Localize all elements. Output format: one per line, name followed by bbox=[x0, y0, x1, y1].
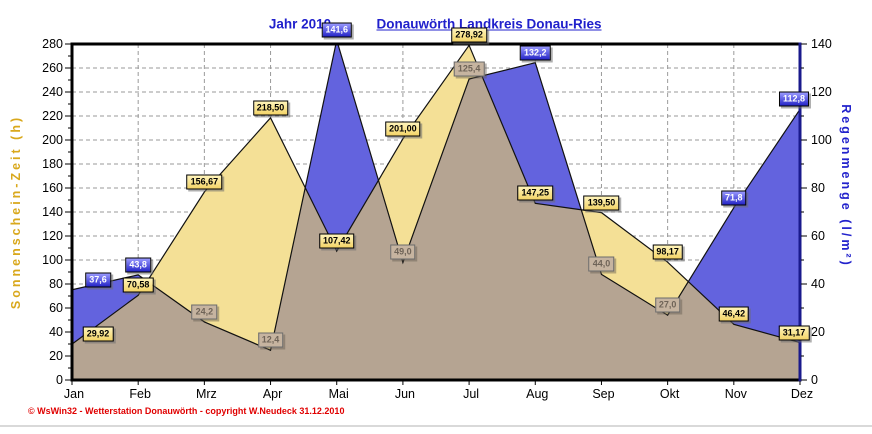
sunshine-value-label: 70,58 bbox=[122, 277, 154, 293]
rain-value-label: 132,2 bbox=[520, 45, 551, 61]
right-tick-label: 40 bbox=[811, 277, 825, 291]
rain-value-label: 141,6 bbox=[321, 22, 352, 38]
window-bottom-edge bbox=[0, 425, 872, 427]
left-tick-label: 280 bbox=[42, 37, 63, 51]
left-tick-label: 20 bbox=[49, 349, 63, 363]
left-tick-label: 240 bbox=[42, 85, 63, 99]
month-label: Jul bbox=[463, 387, 479, 401]
right-tick-label: 20 bbox=[811, 325, 825, 339]
month-label: Jan bbox=[64, 387, 84, 401]
right-tick-label: 140 bbox=[811, 37, 832, 51]
rain-value-label: 112,8 bbox=[778, 91, 810, 107]
rain-value-label: 125,4 bbox=[453, 61, 485, 77]
rain-value-label: 37,6 bbox=[85, 272, 111, 288]
right-tick-label: 0 bbox=[811, 373, 818, 387]
left-tick-label: 100 bbox=[42, 253, 63, 267]
tick-marks bbox=[65, 43, 807, 385]
sunshine-value-label: 29,92 bbox=[82, 326, 114, 342]
left-tick-label: 80 bbox=[49, 277, 63, 291]
month-label: Jun bbox=[395, 387, 415, 401]
right-tick-label: 80 bbox=[811, 181, 825, 195]
month-label: Feb bbox=[129, 387, 151, 401]
month-label: Aug bbox=[526, 387, 548, 401]
sunshine-value-label: 46,42 bbox=[718, 306, 750, 322]
copyright-footer: © WsWin32 - Wetterstation Donauwörth - c… bbox=[28, 406, 345, 416]
sunshine-value-label: 156,67 bbox=[186, 174, 223, 190]
chart-title-station: Donauwörth Landkreis Donau-Ries bbox=[376, 16, 602, 32]
sunshine-value-label: 107,42 bbox=[318, 233, 355, 249]
left-tick-label: 160 bbox=[42, 181, 63, 195]
left-tick-label: 200 bbox=[42, 133, 63, 147]
left-tick-label: 0 bbox=[56, 373, 63, 387]
rain-value-label: 71,8 bbox=[721, 190, 747, 206]
month-label: Okt bbox=[660, 387, 680, 401]
left-tick-label: 40 bbox=[49, 325, 63, 339]
overlap-area bbox=[72, 45, 800, 380]
sunshine-value-label: 201,00 bbox=[385, 121, 421, 137]
rain-outline bbox=[72, 44, 800, 380]
right-axis-title: Regenmenge (l/m²) bbox=[839, 104, 853, 268]
left-tick-label: 120 bbox=[42, 229, 63, 243]
left-tick-label: 140 bbox=[42, 205, 63, 219]
chart-title-year: Jahr 2010 bbox=[268, 16, 332, 32]
month-label: Dez bbox=[791, 387, 813, 401]
left-axis-title: Sonnenschein-Zeit (h) bbox=[9, 114, 23, 310]
right-tick-label: 100 bbox=[811, 133, 832, 147]
month-label: Apr bbox=[263, 387, 282, 401]
sunshine-value-label: 139,50 bbox=[583, 195, 620, 211]
month-label: Nov bbox=[725, 387, 748, 401]
rain-value-label: 24,2 bbox=[191, 304, 218, 320]
month-label: Mrz bbox=[196, 387, 217, 401]
rain-value-label: 12,4 bbox=[257, 332, 284, 348]
rain-value-label: 49,0 bbox=[390, 244, 416, 260]
left-tick-label: 220 bbox=[42, 109, 63, 123]
rain-value-label: 27,0 bbox=[654, 297, 681, 313]
rain-value-label: 43,8 bbox=[125, 257, 151, 273]
left-tick-label: 180 bbox=[42, 157, 63, 171]
right-tick-label: 60 bbox=[811, 229, 825, 243]
left-tick-label: 60 bbox=[49, 301, 63, 315]
left-tick-label: 260 bbox=[42, 61, 63, 75]
month-label: Sep bbox=[592, 387, 614, 401]
rain-value-label: 44,0 bbox=[588, 256, 615, 272]
sunshine-value-label: 147,25 bbox=[517, 185, 554, 201]
sunshine-value-label: 218,50 bbox=[252, 100, 289, 116]
right-tick-label: 120 bbox=[811, 85, 832, 99]
month-label: Mai bbox=[329, 387, 349, 401]
sunshine-value-label: 98,17 bbox=[652, 244, 683, 260]
sunshine-value-label: 31,17 bbox=[778, 325, 810, 341]
sunshine-value-label: 278,92 bbox=[451, 27, 487, 43]
